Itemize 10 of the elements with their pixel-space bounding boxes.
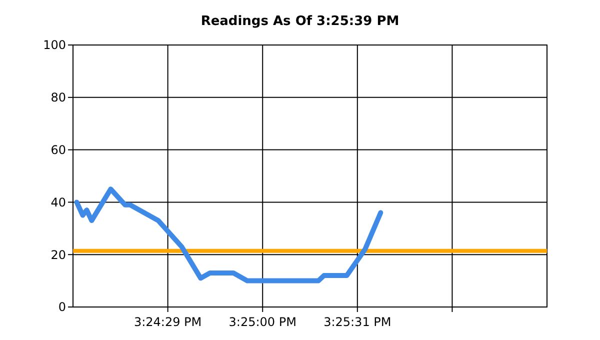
chart-title: Readings As Of 3:25:39 PM bbox=[200, 14, 400, 29]
x-tick-label: 3:24:29 PM bbox=[134, 315, 202, 329]
y-tick-label: 100 bbox=[43, 38, 66, 52]
y-tick-label: 60 bbox=[50, 143, 66, 157]
x-tick-label: 3:25:31 PM bbox=[324, 315, 392, 329]
x-tick-label: 3:25:00 PM bbox=[228, 315, 296, 329]
y-tick-label: 40 bbox=[50, 195, 66, 210]
y-tick-label: 80 bbox=[50, 90, 66, 105]
y-tick-label: 20 bbox=[50, 248, 66, 262]
y-tick-label: 0 bbox=[58, 300, 66, 314]
